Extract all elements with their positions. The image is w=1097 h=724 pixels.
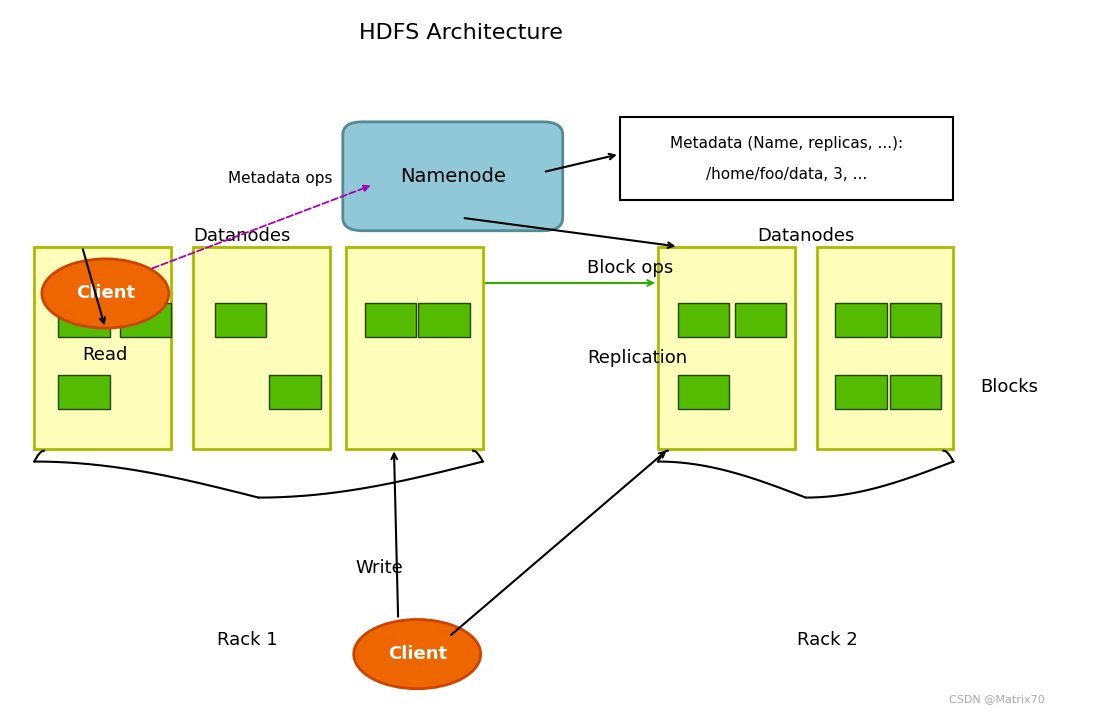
Bar	[678, 375, 730, 409]
Text: Replication: Replication	[587, 350, 687, 367]
Bar	[735, 303, 785, 337]
Text: Datanodes: Datanodes	[757, 227, 855, 245]
Text: Read: Read	[82, 346, 128, 363]
Bar	[34, 247, 171, 449]
Bar	[835, 303, 886, 337]
Bar	[890, 375, 941, 409]
Text: HDFS Architecture: HDFS Architecture	[359, 23, 563, 43]
Bar	[418, 303, 470, 337]
Bar	[58, 303, 110, 337]
Text: Write: Write	[355, 558, 403, 576]
Bar	[346, 247, 483, 449]
Bar	[58, 375, 110, 409]
Text: Rack 1: Rack 1	[217, 631, 278, 649]
Ellipse shape	[42, 259, 169, 328]
Bar	[270, 375, 321, 409]
Bar	[678, 303, 730, 337]
Bar	[193, 247, 330, 449]
Text: Client: Client	[387, 645, 446, 663]
Bar	[890, 303, 941, 337]
Text: Namenode: Namenode	[399, 167, 506, 186]
Text: Metadata (Name, replicas, ...):: Metadata (Name, replicas, ...):	[670, 136, 903, 151]
Text: /home/foo/data, 3, ...: /home/foo/data, 3, ...	[705, 167, 867, 182]
Bar	[835, 375, 886, 409]
Ellipse shape	[353, 620, 480, 689]
Bar	[620, 117, 953, 200]
Bar	[120, 303, 171, 337]
Bar	[816, 247, 953, 449]
Text: Block ops: Block ops	[587, 259, 674, 277]
Bar	[215, 303, 267, 337]
Text: Rack 2: Rack 2	[798, 631, 858, 649]
Text: Blocks: Blocks	[981, 378, 1039, 396]
Bar	[364, 303, 416, 337]
Text: Client: Client	[76, 285, 135, 303]
Bar	[658, 247, 794, 449]
Text: Datanodes: Datanodes	[193, 227, 291, 245]
Text: CSDN @Matrix70: CSDN @Matrix70	[949, 694, 1045, 704]
FancyBboxPatch shape	[342, 122, 563, 231]
Text: Metadata ops: Metadata ops	[228, 171, 332, 185]
